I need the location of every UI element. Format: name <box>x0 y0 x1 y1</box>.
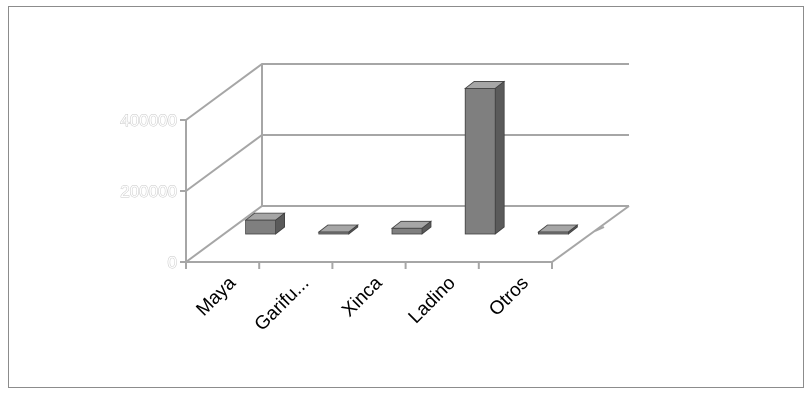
bar-front <box>391 227 423 235</box>
gridline-2 <box>185 63 629 121</box>
bar-otros <box>537 224 579 235</box>
chart-gridlines <box>180 63 630 269</box>
y-tick-labels: 0 200000 400000 <box>120 111 178 273</box>
bar-front <box>464 88 496 235</box>
bar-maya <box>244 212 286 235</box>
category-label: Ladino <box>405 273 460 328</box>
floor-right-edge <box>551 205 630 263</box>
bar-side <box>494 80 505 235</box>
y-tick-label: 0 <box>168 253 177 272</box>
gridline-1 <box>185 134 629 192</box>
bar-front <box>245 219 277 235</box>
chart-frame <box>8 6 804 388</box>
y-tick-label: 400000 <box>120 111 177 130</box>
category-label: Xinca <box>338 272 387 321</box>
category-label: Otros <box>485 273 533 321</box>
y-tick-label: 200000 <box>120 182 177 201</box>
category-label: Maya <box>192 272 240 320</box>
category-label: Garifu... <box>251 273 314 336</box>
category-labels: Maya Garifu... Xinca Ladino Otros <box>192 272 533 335</box>
bar-xinca <box>390 220 433 235</box>
bar-front <box>318 231 350 235</box>
bar-ladino <box>464 80 506 235</box>
right-tick-mark <box>594 226 605 232</box>
chart-bars <box>244 80 579 235</box>
bar-garifu <box>317 224 359 235</box>
bar-front <box>538 231 569 235</box>
